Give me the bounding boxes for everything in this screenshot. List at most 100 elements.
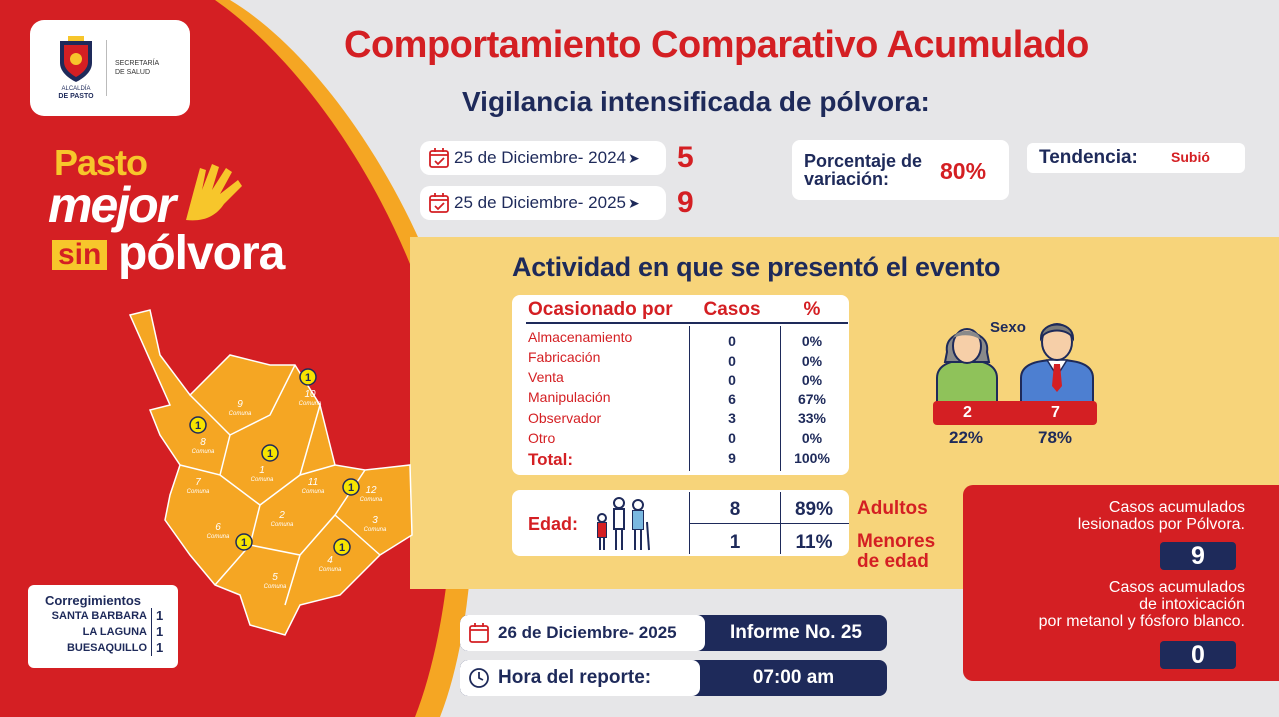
value-2024: 5 xyxy=(677,141,694,174)
comuna-word: Comuna xyxy=(302,489,325,495)
comuna-word: Comuna xyxy=(251,477,274,483)
comuna-label: 6 xyxy=(215,522,221,533)
date-2025: 25 de Diciembre- 2025 xyxy=(454,193,626,212)
table-total-row: Total: 9 100% xyxy=(512,450,849,470)
hand-icon xyxy=(186,164,242,221)
intox-label-line2: de intoxicación xyxy=(1139,596,1245,613)
minors-pct: 11% xyxy=(795,532,833,553)
report-date: 26 de Diciembre- 2025 xyxy=(498,623,677,642)
comuna-word: Comuna xyxy=(192,449,215,455)
comuna-label: 3 xyxy=(372,515,378,526)
row-cases: 3 xyxy=(728,410,736,426)
calendar-icon xyxy=(469,623,489,643)
comuna-label: 5 xyxy=(272,572,278,583)
row-label: Venta xyxy=(528,369,564,385)
row-pct: 33% xyxy=(797,410,827,426)
map-marker: 1 xyxy=(339,542,345,554)
row-cases: 0 xyxy=(728,372,736,388)
table-header-cases: Casos xyxy=(703,299,761,320)
table-row: Manipulación 6 67% xyxy=(512,389,849,409)
female-cases: 2 xyxy=(963,404,972,421)
table-header-cause: Ocasionado por xyxy=(528,299,673,320)
clock-icon xyxy=(469,668,489,688)
map-marker: 1 xyxy=(305,372,311,384)
minors-label: Menores de edad xyxy=(857,532,935,572)
date-pill-2025: 25 de Diciembre- 2025 ➤ xyxy=(420,186,666,220)
injured-label-line2: lesionados por Pólvora. xyxy=(1077,516,1245,533)
adults-cases: 8 xyxy=(729,499,741,520)
time-value: 07:00 am xyxy=(752,667,835,688)
calendar-icon xyxy=(429,193,449,213)
row-pct: 0% xyxy=(801,353,823,369)
value-2025: 9 xyxy=(677,186,694,219)
male-icon xyxy=(1020,323,1094,402)
injured-label-line1: Casos acumulados xyxy=(1108,499,1245,516)
corregimiento-row: BUESAQUILLO 1 xyxy=(34,640,172,656)
comuna-label: 9 xyxy=(237,399,243,410)
corregimiento-row: LA LAGUNA 1 xyxy=(34,624,172,640)
row-cases: 6 xyxy=(728,391,736,407)
comuna-word: Comuna xyxy=(264,584,287,590)
intox-value: 0 xyxy=(1160,641,1236,669)
map-marker: 1 xyxy=(195,420,201,432)
row-cases: 0 xyxy=(728,353,736,369)
corregimiento-name: LA LAGUNA xyxy=(34,624,152,640)
sex-bar: 2 7 xyxy=(933,401,1097,425)
logo-city: DE PASTO xyxy=(58,93,94,100)
comunas-map: 9 10 8 1 11 12 7 2 3 6 4 5 ComunaComunaC… xyxy=(128,309,413,636)
row-label: Fabricación xyxy=(528,349,601,365)
variation-label: Porcentaje de variación: xyxy=(804,152,922,188)
adults-label: Adultos xyxy=(857,498,928,519)
time-pill: Hora del reporte: 07:00 am xyxy=(460,660,887,696)
variation-label-line1: Porcentaje de xyxy=(804,151,923,171)
map-marker: 1 xyxy=(267,448,273,460)
row-pct: 67% xyxy=(797,391,827,407)
coat-of-arms-icon xyxy=(60,36,92,82)
table-divider xyxy=(689,326,690,471)
comuna-label: 4 xyxy=(327,555,333,566)
minors-cases: 1 xyxy=(729,532,741,553)
trend-card: Tendencia: Subió xyxy=(1027,143,1245,173)
cases-card: Casos acumulados lesionados por Pólvora.… xyxy=(963,485,1279,681)
report-number: Informe No. 25 xyxy=(730,622,862,643)
sex-label: Sexo xyxy=(990,319,1026,336)
row-label: Otro xyxy=(528,430,556,446)
logo-secretaria-line1: SECRETARÍA xyxy=(115,60,160,67)
comuna-word: Comuna xyxy=(229,411,252,417)
comuna-label: 10 xyxy=(304,389,316,400)
intox-label-line1: Casos acumulados xyxy=(1108,579,1245,596)
activity-title: Actividad en que se presentó el evento xyxy=(512,252,1001,282)
time-label-box: Hora del reporte: xyxy=(460,660,700,696)
table-row: Almacenamiento 0 0% xyxy=(512,329,849,349)
sex-icons xyxy=(936,323,1094,402)
minors-label-line2: de edad xyxy=(857,551,929,572)
report-pill: 26 de Diciembre- 2025 Informe No. 25 xyxy=(460,615,887,651)
comuna-word: Comuna xyxy=(319,567,342,573)
family-icon xyxy=(597,497,650,551)
total-cases: 9 xyxy=(728,450,736,466)
map-marker: 1 xyxy=(348,482,354,494)
comuna-label: 12 xyxy=(365,485,377,496)
row-cases: 0 xyxy=(728,430,736,446)
corregimiento-row: SANTA BARBARA 1 xyxy=(34,608,172,624)
comuna-word: Comuna xyxy=(364,527,387,533)
row-label: Manipulación xyxy=(528,389,611,405)
comuna-label: 7 xyxy=(195,477,201,488)
comuna-word: Comuna xyxy=(187,489,210,495)
corregimiento-value: 1 xyxy=(156,640,164,655)
page-subtitle: Vigilancia intensificada de pólvora: xyxy=(462,86,930,117)
slogan-polvora: pólvora xyxy=(118,227,285,280)
comuna-label: 11 xyxy=(308,477,318,488)
report-date-box: 26 de Diciembre- 2025 xyxy=(460,615,705,651)
trend-value: Subió xyxy=(1171,149,1210,165)
row-label: Almacenamiento xyxy=(528,329,633,345)
arrow-right-icon: ➤ xyxy=(627,149,640,166)
row-pct: 0% xyxy=(801,333,823,349)
comuna-word: Comuna xyxy=(271,522,294,528)
variation-value: 80% xyxy=(940,158,987,184)
logo-secretaria-line2: DE SALUD xyxy=(115,69,151,76)
time-label: Hora del reporte: xyxy=(498,667,652,688)
age-card: Edad: 8 89% 1 11% xyxy=(512,490,849,556)
intox-label-line3: por metanol y fósforo blanco. xyxy=(1038,613,1245,630)
row-label: Observador xyxy=(528,410,602,426)
